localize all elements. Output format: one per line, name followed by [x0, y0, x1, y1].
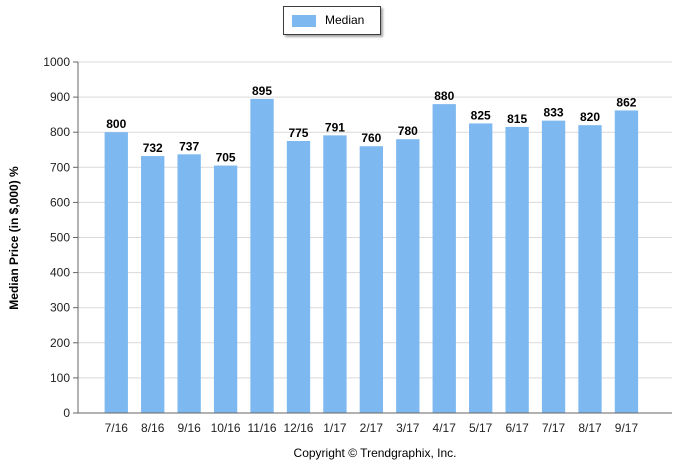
- bar: [286, 140, 311, 413]
- bar: [505, 126, 529, 413]
- y-tick-label: 600: [50, 195, 70, 209]
- bar-value-label: 705: [216, 151, 236, 165]
- x-tick-label: 7/16: [105, 421, 129, 435]
- x-tick-label: 8/16: [141, 421, 165, 435]
- bar: [469, 123, 493, 414]
- y-axis-title: Median Price (in $,000) %: [7, 166, 21, 310]
- bar-value-label: 780: [398, 124, 418, 138]
- bar: [541, 120, 566, 413]
- x-tick-label: 12/16: [283, 421, 313, 435]
- legend-label-median: Median: [325, 13, 365, 27]
- bar-value-label: 825: [471, 108, 491, 122]
- y-axis-ticks: 0 100 200 300 400 500 600 700 800 900 1000: [43, 55, 78, 420]
- copyright-footnote: Copyright © Trendgraphix, Inc.: [293, 446, 457, 460]
- x-tick-label: 2/17: [360, 421, 384, 435]
- x-tick-label: 8/17: [578, 421, 602, 435]
- y-tick-label: 800: [50, 125, 70, 139]
- y-tick-label: 0: [63, 406, 70, 420]
- y-tick-label: 900: [50, 90, 70, 104]
- y-tick-label: 200: [50, 336, 70, 350]
- bar-value-label: 880: [434, 89, 454, 103]
- x-tick-label: 3/17: [396, 421, 420, 435]
- x-tick-label: 4/17: [433, 421, 457, 435]
- axes: [77, 62, 672, 414]
- bar: [213, 165, 238, 413]
- bar: [323, 135, 347, 413]
- y-tick-label: 300: [50, 301, 70, 315]
- x-tick-label: 9/16: [177, 421, 201, 435]
- x-axis-ticks: 7/16 8/16 9/16 10/16 11/16 12/16 1/17 2/17 3/17 4…: [105, 421, 639, 435]
- y-tick-label: 400: [50, 266, 70, 280]
- bar: [141, 156, 165, 413]
- bar-value-label: 815: [507, 112, 527, 126]
- bars: [104, 98, 639, 414]
- bar: [250, 98, 274, 413]
- bar-value-label: 833: [544, 106, 564, 120]
- x-tick-label: 10/16: [211, 421, 241, 435]
- bar-value-label: 862: [616, 95, 636, 109]
- bar: [578, 125, 602, 414]
- bar-value-label: 800: [106, 117, 126, 131]
- x-tick-label: 11/16: [247, 421, 276, 435]
- legend-swatch-median: [292, 15, 316, 27]
- bar: [177, 154, 201, 414]
- bar: [359, 146, 384, 414]
- bar-value-label: 775: [288, 126, 308, 140]
- bar-value-label: 791: [325, 120, 345, 134]
- bar-value-label: 732: [143, 141, 163, 155]
- bar: [104, 132, 128, 413]
- bar-value-label: 760: [361, 131, 381, 145]
- x-tick-label: 5/17: [469, 421, 493, 435]
- x-tick-label: 1/17: [323, 421, 347, 435]
- x-tick-label: 6/17: [505, 421, 529, 435]
- bar: [614, 110, 639, 414]
- x-tick-label: 9/17: [615, 421, 639, 435]
- bar: [432, 104, 456, 414]
- y-tick-label: 500: [50, 231, 70, 245]
- y-tick-label: 100: [50, 371, 70, 385]
- y-tick-label: 700: [50, 160, 70, 174]
- bar-value-label: 895: [252, 84, 272, 98]
- bar-value-label: 820: [580, 110, 600, 124]
- bar-value-label: 737: [179, 139, 199, 153]
- x-tick-label: 7/17: [542, 421, 566, 435]
- legend: Median: [283, 6, 381, 35]
- data-labels: 800 732 737 705 895 775 791 760 780 880 825 815 833 8…: [106, 84, 637, 165]
- bar: [396, 139, 420, 413]
- y-tick-label: 1000: [43, 55, 70, 69]
